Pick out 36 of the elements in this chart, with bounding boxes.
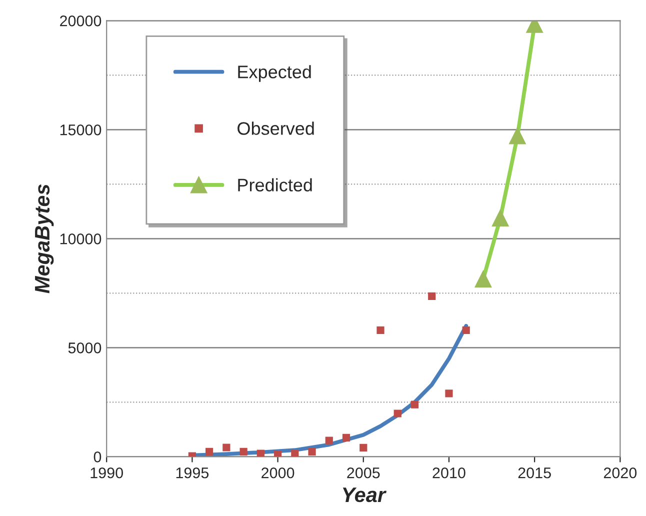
point (342, 434, 350, 442)
point (206, 448, 214, 456)
point (360, 444, 368, 452)
x-tick-label: 2005 (347, 467, 380, 478)
point (308, 448, 316, 456)
y-tick-label: 20000 (60, 16, 102, 26)
point (509, 128, 526, 144)
x-tick-label: 2010 (432, 467, 466, 478)
point (256, 450, 264, 457)
y-tick-label: 10000 (60, 234, 102, 244)
point (325, 436, 333, 444)
y-tick-label: 15000 (60, 124, 102, 136)
point (474, 270, 492, 288)
x-axis-title: Year (342, 488, 387, 502)
point (445, 390, 453, 398)
x-tick-label: 2020 (604, 467, 637, 478)
y-axis-title: MegaBytes (35, 184, 54, 294)
legend-label: Expected (238, 65, 311, 82)
x-tick-label: 1990 (90, 467, 123, 478)
point (492, 210, 509, 226)
legend-label: Observed (238, 122, 314, 135)
x-tick-label: 2015 (518, 467, 551, 478)
y-tick-label: 5000 (68, 342, 102, 354)
x-tick-label: 1995 (176, 467, 209, 478)
point (291, 450, 299, 457)
point (462, 326, 470, 334)
y-tick-label: 0 (94, 452, 102, 462)
x-tick-label: 2000 (262, 467, 294, 478)
point (428, 292, 436, 300)
point (240, 448, 248, 456)
point (410, 400, 419, 408)
point (274, 450, 282, 457)
legend-label: Predicted (238, 178, 312, 192)
point (376, 326, 384, 334)
point (394, 410, 402, 418)
point (222, 444, 230, 452)
